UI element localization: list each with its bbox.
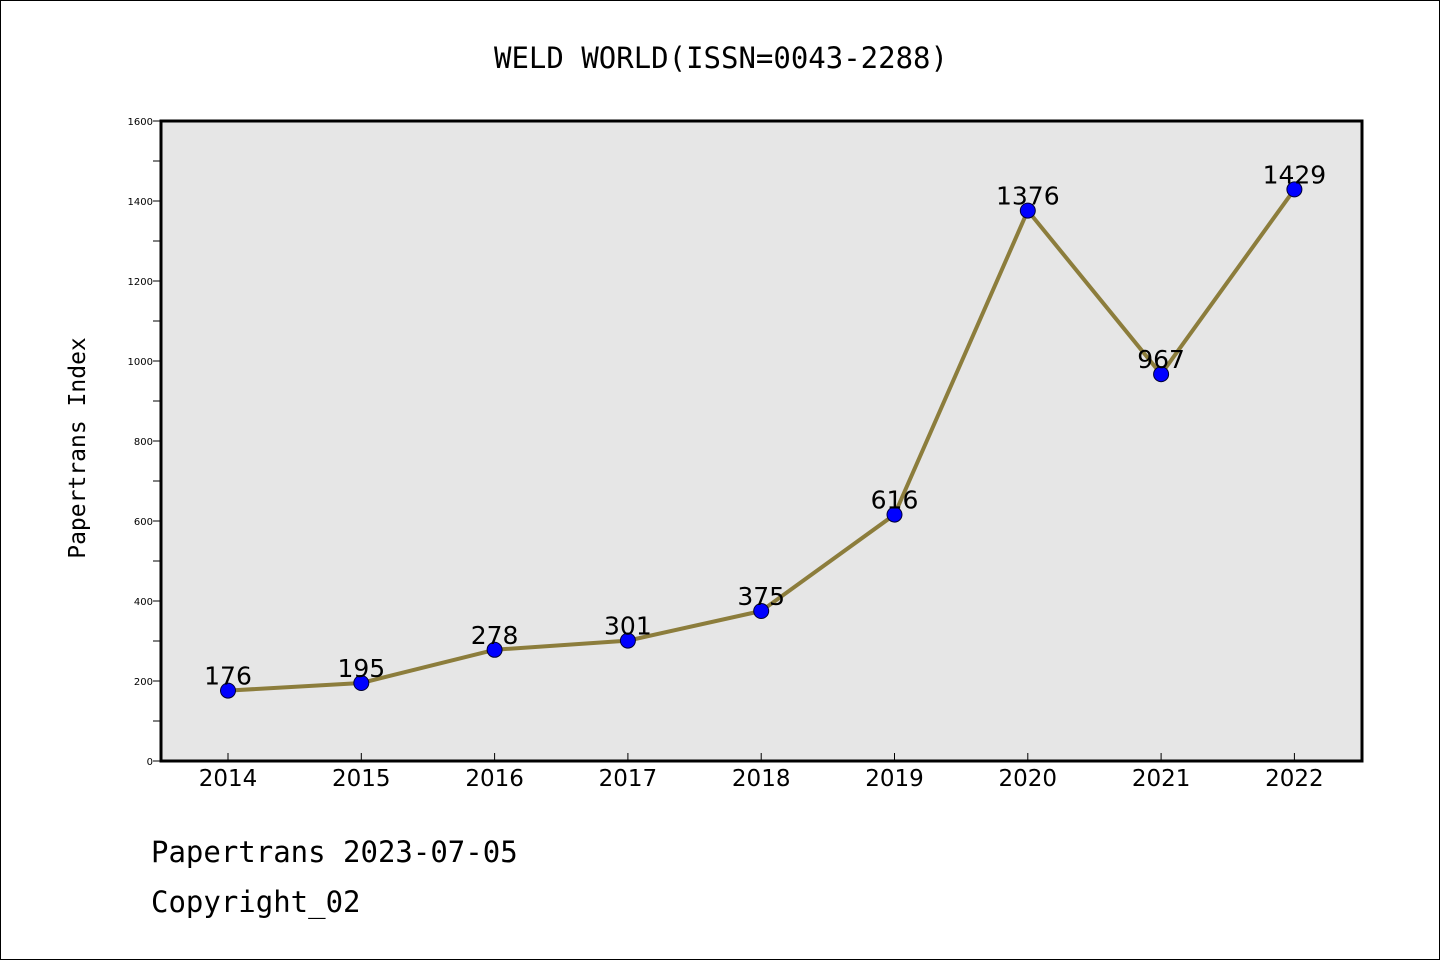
plot-border [159,119,1364,763]
x-tick-label: 2016 [465,766,524,792]
x-tick-label: 2017 [599,766,658,792]
data-point-marker [220,682,236,699]
x-tick-label: 2018 [732,766,791,792]
y-tick-label: 1400 [128,197,153,208]
data-point-label: 301 [604,612,652,641]
data-point-label: 278 [471,621,519,650]
x-tick-label: 2020 [999,766,1058,792]
data-point-marker [1286,181,1303,198]
data-point-marker [486,641,503,658]
y-tick-label: 1600 [128,117,153,128]
y-tick-label: 600 [134,517,153,528]
y-axis-label: Papertrans Index [65,337,91,559]
data-point-label: 195 [337,654,385,683]
y-tick-label: 1200 [128,277,153,288]
y-tick-label: 200 [134,677,153,688]
data-point-label: 1376 [996,182,1060,211]
plot-area [161,121,1362,761]
x-tick-label: 2015 [332,766,391,792]
y-tick-label: 1000 [128,357,153,368]
footer-copyright: Copyright_02 [151,885,361,919]
data-point-marker [1153,366,1170,383]
data-point-marker [353,675,370,691]
footer-date: Papertrans 2023-07-05 [151,835,518,869]
chart-title: WELD WORLD(ISSN=0043-2288) [494,41,948,75]
data-point-label: 176 [204,662,252,691]
data-point-marker [619,632,636,649]
data-labels: 176 195 278 301 375 616 1376 967 1429 [204,160,1326,690]
y-tick-label: 400 [134,597,153,608]
data-point-marker [1019,202,1036,219]
data-point-label: 375 [737,582,785,611]
x-tick-label: 2022 [1265,766,1324,792]
x-axis-ticks: 2014 2015 2016 2017 2018 2019 2020 2021 2022 [199,753,1324,792]
y-tick-label: 800 [134,437,153,448]
data-markers [220,181,1303,699]
y-tick-label: 0 [147,757,153,768]
data-point-marker [753,603,770,619]
data-point-label: 967 [1137,345,1185,374]
x-tick-label: 2019 [865,766,924,792]
data-point-marker [886,506,903,523]
data-point-label: 616 [871,486,919,515]
data-point-label: 1429 [1263,160,1327,189]
x-tick-label: 2021 [1132,766,1191,792]
x-tick-label: 2014 [199,766,258,792]
y-axis-ticks: 0 200 400 600 800 1000 1200 1400 1600 [128,117,161,768]
